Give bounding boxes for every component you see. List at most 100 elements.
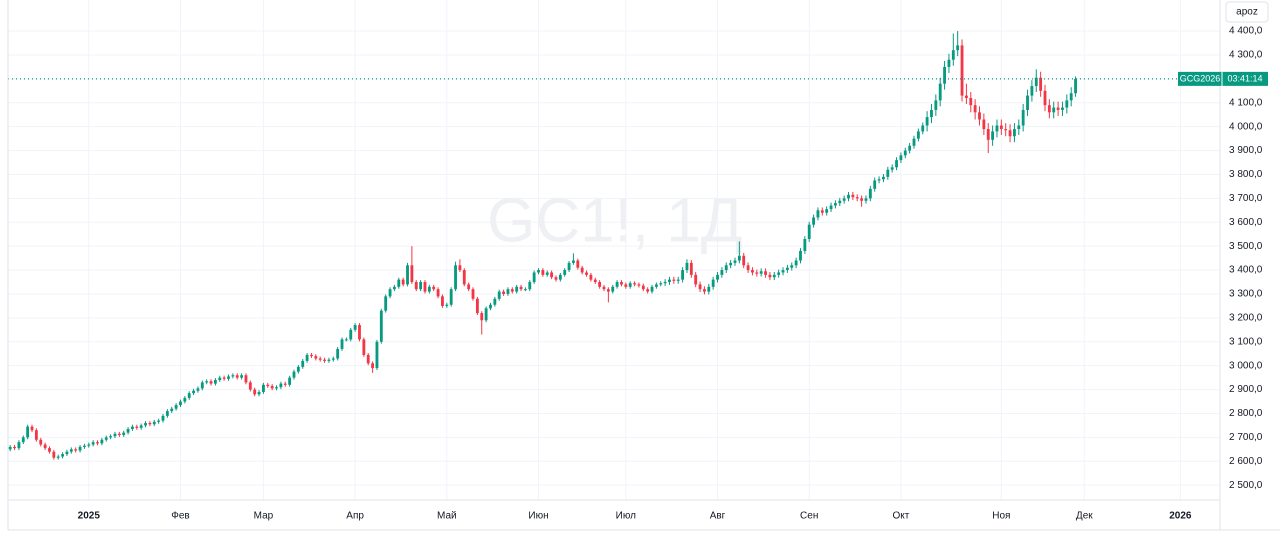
x-tick-label: Июн — [528, 511, 548, 522]
candle-body — [270, 385, 274, 389]
candle-body — [96, 442, 99, 444]
candle-body — [999, 125, 1003, 130]
candle-body — [851, 194, 855, 198]
candle-body — [283, 383, 287, 385]
candle-body — [833, 203, 837, 206]
candle-body — [668, 279, 671, 283]
candle-body — [995, 125, 999, 132]
candle-body — [17, 442, 21, 449]
candle-body — [340, 339, 344, 349]
candle-body — [515, 286, 519, 292]
candle-body — [746, 265, 750, 271]
candle-body — [1026, 95, 1029, 110]
candle-body — [484, 308, 488, 321]
candle-body — [803, 239, 807, 251]
candle-body — [157, 420, 161, 422]
candle-body — [886, 169, 890, 177]
candle-body — [449, 289, 453, 305]
candle-body — [964, 95, 968, 98]
candle-body — [165, 411, 169, 416]
candle-body — [497, 291, 501, 299]
candle-body — [8, 446, 12, 450]
candle-body — [628, 283, 632, 287]
candle-body — [113, 433, 117, 437]
candle-body — [781, 270, 785, 273]
candle-body — [1008, 130, 1012, 137]
candle-body — [314, 356, 318, 359]
candle-body — [467, 284, 471, 290]
candle-body — [707, 286, 711, 292]
candle-body — [131, 426, 134, 430]
candle-body — [441, 296, 444, 306]
candle-body — [78, 446, 82, 451]
candle-body — [951, 50, 955, 60]
candle-body — [654, 284, 658, 287]
candle-body — [1017, 125, 1021, 130]
candle-body — [711, 279, 715, 287]
candle-body — [1013, 129, 1016, 137]
candle-body — [606, 289, 610, 292]
y-tick-label: 3 500,0 — [1229, 241, 1263, 252]
y-tick-label: 2 900,0 — [1229, 384, 1263, 395]
candle-body — [1004, 129, 1008, 131]
candle-body — [541, 270, 545, 275]
candle-body — [685, 262, 689, 271]
candle-body — [916, 131, 920, 139]
y-tick-label: 3 200,0 — [1229, 313, 1263, 324]
candle-body — [960, 45, 964, 96]
candle-body — [973, 105, 977, 113]
x-tick-label: Дек — [1076, 511, 1093, 522]
candle-body — [672, 279, 676, 281]
candles — [8, 31, 1220, 460]
candle-body — [1021, 109, 1025, 126]
candle-body — [56, 456, 60, 458]
candle-body — [860, 198, 864, 201]
watermark: GC1!, 1Д — [487, 186, 743, 255]
candle-body — [39, 439, 43, 445]
candle-body — [445, 304, 449, 306]
candle-body — [532, 272, 536, 283]
candle-body — [921, 125, 925, 132]
scale-button[interactable] — [1225, 1, 1269, 23]
candle-body — [1056, 107, 1060, 110]
candle-body — [925, 117, 929, 126]
candle-body — [139, 425, 143, 428]
candle-body — [816, 210, 820, 218]
candle-body — [392, 286, 396, 290]
candle-body — [855, 197, 859, 199]
candle-body — [419, 282, 423, 290]
candle-body — [764, 271, 767, 275]
candle-body — [475, 298, 479, 314]
candle-body — [152, 421, 156, 425]
candle-body — [978, 112, 981, 120]
candle-body — [729, 262, 733, 266]
scale-button-label[interactable]: apoz — [1236, 7, 1258, 18]
candle-body — [371, 363, 375, 369]
x-tick-label: Окт — [892, 511, 909, 522]
candle-body — [471, 289, 475, 299]
candle-body — [572, 260, 575, 263]
candle-body — [266, 384, 270, 386]
candle-body — [585, 272, 588, 275]
candle-body — [388, 289, 392, 297]
candle-body — [200, 382, 204, 389]
candle-body — [641, 285, 645, 290]
candle-body — [982, 119, 986, 130]
candle-body — [956, 45, 960, 51]
candle-body — [519, 286, 523, 290]
candle-body — [69, 449, 73, 452]
candle-body — [895, 160, 898, 168]
candle-body — [462, 270, 466, 285]
candle-body — [161, 415, 165, 421]
candle-body — [567, 262, 571, 271]
candle-body — [362, 339, 366, 355]
x-tick-label: Сен — [800, 511, 818, 522]
candle-body — [903, 150, 907, 156]
candle-body — [353, 325, 357, 330]
candle-body — [829, 205, 833, 210]
candle-body — [384, 296, 388, 311]
candle-body — [87, 444, 91, 446]
candle-body — [34, 430, 38, 440]
candle-body — [838, 200, 842, 204]
candle-body — [296, 366, 300, 372]
